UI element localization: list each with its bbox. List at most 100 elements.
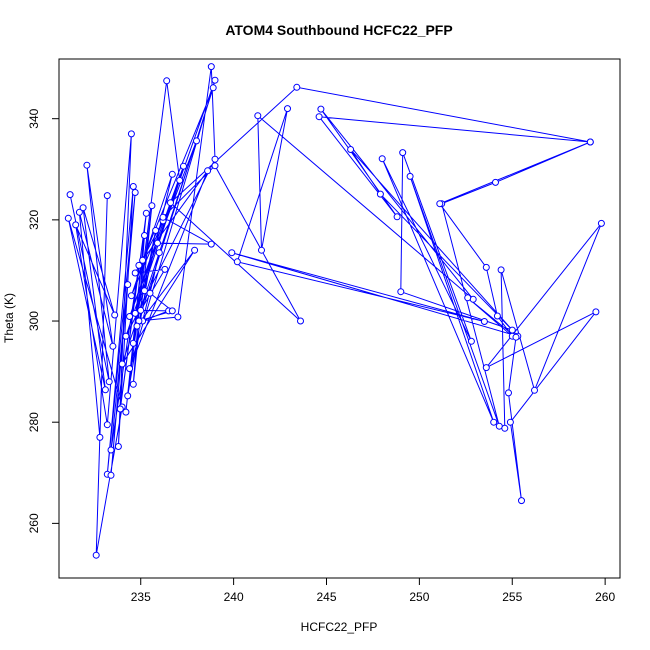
data-point [482, 364, 490, 372]
data-point [317, 105, 325, 113]
data-point [176, 176, 184, 184]
data-point [180, 162, 187, 170]
data-point [501, 424, 509, 432]
y-tick-label: 280 [27, 412, 41, 432]
data-point [482, 263, 490, 271]
data-point [204, 167, 212, 175]
data-point [152, 227, 160, 234]
data-point [129, 380, 137, 388]
data-point [464, 294, 472, 302]
data-point [492, 178, 499, 186]
data-point [315, 113, 323, 121]
data-point [490, 418, 498, 426]
data-point [111, 311, 119, 319]
data-point [597, 219, 605, 227]
data-point [83, 161, 91, 169]
data-point [137, 306, 145, 314]
data-point [107, 471, 115, 479]
data-point [133, 322, 141, 330]
data-point [493, 312, 501, 320]
y-tick-label: 300 [27, 311, 41, 331]
data-point [211, 155, 219, 163]
data-point [109, 342, 117, 350]
y-tick-label: 260 [27, 513, 41, 533]
data-point [96, 433, 104, 441]
data-point [103, 421, 111, 429]
data-point [129, 339, 137, 347]
data-point [193, 137, 200, 145]
data-point [131, 269, 139, 277]
data-point [397, 288, 405, 296]
data-point [159, 213, 167, 221]
data-point [101, 386, 109, 394]
data-point [592, 308, 600, 316]
data-point [64, 214, 72, 222]
data-point [124, 392, 132, 400]
data-point [129, 183, 137, 190]
data-point [297, 317, 304, 325]
x-tick-label: 235 [131, 590, 151, 604]
data-point [531, 386, 538, 394]
data-point [211, 162, 219, 170]
data-point [167, 199, 174, 207]
data-point [293, 83, 301, 91]
data-point [467, 337, 475, 345]
data-point [103, 192, 111, 200]
data-point [116, 405, 124, 413]
data-point [126, 313, 134, 320]
data-point [122, 408, 130, 416]
data-point [207, 63, 215, 71]
data-point [107, 446, 115, 454]
data-point [124, 281, 132, 289]
x-tick-label: 240 [224, 590, 244, 604]
data-point [376, 190, 384, 198]
data-point [518, 497, 525, 505]
data-point [393, 213, 401, 221]
data-point [258, 246, 265, 254]
data-point [505, 389, 512, 397]
data-point [586, 138, 594, 146]
data-point [141, 232, 148, 239]
y-axis: 260 280 300 320 340 [27, 108, 59, 533]
data-point [131, 189, 139, 196]
data-point [163, 77, 171, 85]
data-point [191, 246, 199, 254]
data-point [92, 551, 100, 559]
y-tick-label: 340 [27, 108, 41, 128]
data-point [168, 307, 176, 315]
data-point [127, 130, 135, 138]
data-point [154, 239, 161, 247]
data-point [155, 249, 163, 257]
data-point [127, 292, 135, 300]
x-tick-label: 245 [316, 590, 336, 604]
data-point [378, 155, 386, 163]
data-point [406, 172, 414, 180]
data-point [347, 146, 355, 153]
data-point [436, 200, 444, 208]
data-point [79, 204, 87, 212]
data-point [512, 333, 520, 341]
data-point [105, 378, 113, 386]
data-point [254, 112, 262, 120]
data-point [72, 221, 80, 229]
data-point [141, 287, 148, 295]
data-point [508, 326, 516, 334]
data-point [135, 261, 143, 269]
data-point [66, 191, 74, 199]
data-point [122, 332, 130, 340]
data-point [126, 365, 134, 373]
data-point [131, 309, 139, 317]
data-point [118, 360, 126, 368]
data-point [497, 266, 505, 274]
x-tick-label: 255 [502, 590, 522, 604]
x-tick-label: 260 [595, 590, 615, 604]
y-tick-label: 320 [27, 210, 41, 230]
data-point [114, 443, 122, 450]
data-point [168, 170, 176, 178]
chart-title: ATOM4 Southbound HCFC22_PFP [225, 22, 452, 38]
data-point [228, 249, 236, 257]
data-point [75, 208, 83, 216]
data-point [139, 256, 147, 264]
x-tick-label: 250 [409, 590, 429, 604]
